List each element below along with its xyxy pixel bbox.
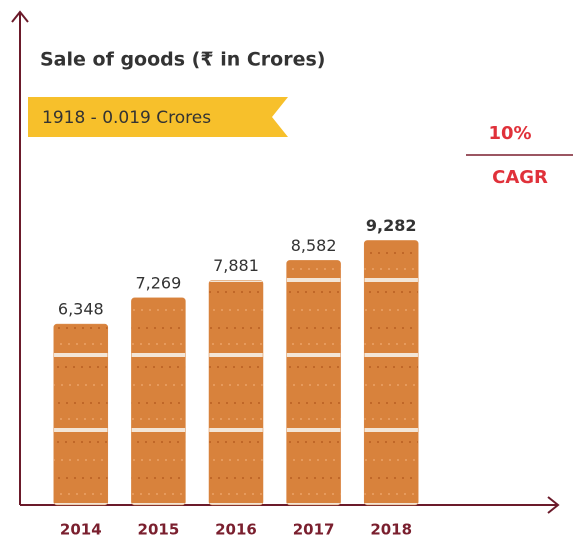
x-tick-label: 2015 [138,521,180,539]
bar [131,298,185,505]
annotation: 10% [488,123,531,144]
bar [287,260,341,505]
data-label: 8,582 [291,236,337,255]
bar [209,280,263,505]
chart-title: Sale of goods (₹ in Crores) [40,49,325,71]
data-label: 9,282 [366,216,417,235]
annotation: CAGR [492,167,548,188]
x-tick-label: 2014 [60,521,102,539]
bar [54,324,108,505]
annotation: 1918 - 0.019 Crores [42,108,211,128]
x-tick-label: 2017 [293,521,335,539]
data-label: 6,348 [58,300,104,319]
data-label: 7,881 [213,256,259,275]
x-tick-label: 2016 [215,521,257,539]
data-label: 7,269 [135,273,181,292]
bar [364,240,418,505]
chart: Sale of goods (₹ in Crores) 1918 - 0.019… [0,0,573,546]
x-tick-label: 2018 [370,521,412,539]
